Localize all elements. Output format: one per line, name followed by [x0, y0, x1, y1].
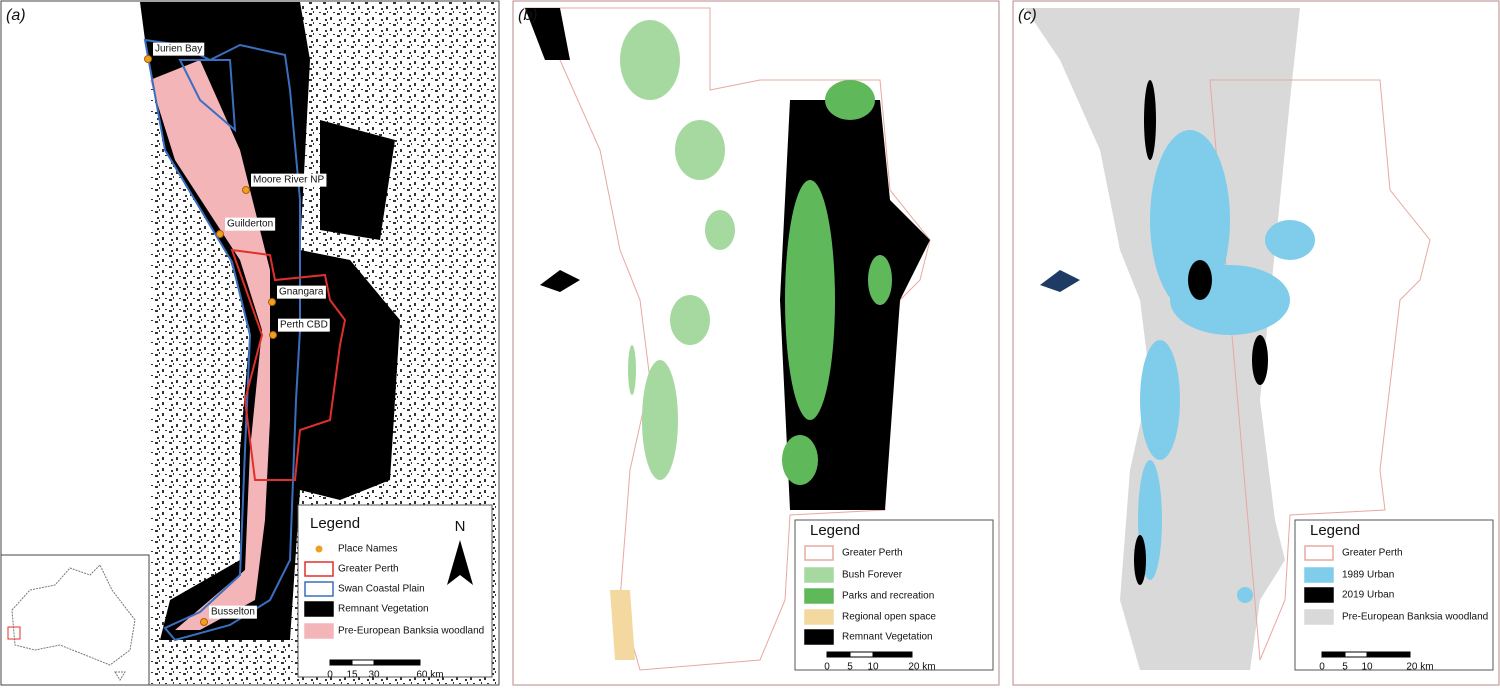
scale-label: 60 km: [416, 670, 443, 681]
legend-item: 2019 Urban: [1342, 590, 1394, 601]
legend-title: Legend: [1310, 522, 1360, 539]
legend-swatch: [804, 588, 834, 604]
place-box: [278, 318, 330, 332]
legend-item: Bush Forever: [842, 570, 903, 581]
scale-label: 0: [1319, 662, 1325, 673]
scale-label: 20 km: [1406, 662, 1433, 673]
scale-bar: [872, 651, 913, 658]
legend-swatch: [1304, 609, 1334, 625]
panel-label: (b): [518, 7, 538, 24]
legend-item: Remnant Vegetation: [338, 604, 429, 615]
panel-label: (a): [6, 7, 26, 24]
scale-bar: [849, 651, 874, 658]
legend-swatch: [1304, 587, 1334, 603]
place-box: [225, 217, 276, 231]
legend-title: Legend: [310, 515, 360, 532]
place-name: Jurien Bay: [155, 44, 202, 55]
legend-title: Legend: [810, 522, 860, 539]
legend-swatch: [804, 629, 834, 645]
scale-bar: [1344, 651, 1368, 658]
legend-item: Pre-European Banksia woodland: [338, 626, 484, 637]
scale-bar: [373, 659, 421, 666]
scale-bar: [1366, 651, 1411, 658]
scale-bar: [351, 659, 375, 666]
place-dot: [144, 55, 152, 63]
legend-swatch: [804, 567, 834, 583]
place-name: Busselton: [211, 607, 255, 618]
place-name: Guilderton: [227, 219, 273, 230]
legend-item: Place Names: [338, 544, 397, 555]
scale-label: 20 km: [908, 662, 935, 673]
place-name: Gnangara: [279, 287, 324, 298]
scale-bar: [1321, 651, 1346, 658]
place-dot: [269, 331, 277, 339]
legend-swatch: [804, 609, 834, 625]
legend-swatch: [304, 623, 334, 639]
legend-item: 1989 Urban: [1342, 570, 1394, 581]
place-dot: [216, 230, 224, 238]
scale-label: 0: [824, 662, 830, 673]
scale-label: 10: [1361, 662, 1373, 673]
scale-label: 5: [847, 662, 853, 673]
legend-swatch: [304, 561, 334, 577]
legend-item: Greater Perth: [842, 548, 903, 559]
place-dot: [268, 298, 276, 306]
legend-symbol: [315, 545, 323, 553]
scale-label: 15: [346, 670, 358, 681]
place-box: [277, 285, 326, 299]
legend-swatch: [1304, 545, 1334, 561]
panel-c-map: [1012, 0, 1500, 686]
legend-swatch: [304, 581, 334, 597]
legend-item: Greater Perth: [338, 564, 399, 575]
legend-item: Remnant Vegetation: [842, 632, 933, 643]
scale-bar: [826, 651, 851, 658]
legend-item: Pre-European Banksia woodland: [1342, 612, 1488, 623]
scale-bar: [329, 659, 353, 666]
place-dot: [200, 618, 208, 626]
place-name: Moore River NP: [253, 175, 324, 186]
scale-label: 10: [867, 662, 879, 673]
place-name: Perth CBD: [280, 320, 328, 331]
legend-item: Regional open space: [842, 612, 936, 623]
legend-item: Swan Coastal Plain: [338, 584, 425, 595]
legend-swatch: [1304, 567, 1334, 583]
legend-swatch: [804, 545, 834, 561]
place-dot: [242, 186, 250, 194]
place-box: [209, 605, 257, 619]
scale-label: 5: [1342, 662, 1348, 673]
panel-a-map: [0, 0, 500, 686]
north-label: N: [455, 518, 466, 535]
panel-label: (c): [1018, 7, 1037, 24]
legend-item: Parks and recreation: [842, 591, 934, 602]
place-box: [251, 173, 327, 187]
scale-label: 0: [327, 670, 333, 681]
scale-label: 30: [368, 670, 380, 681]
place-box: [153, 42, 205, 56]
panel-b-map: [512, 0, 1000, 686]
legend-swatch: [304, 601, 334, 617]
legend-item: Greater Perth: [1342, 548, 1403, 559]
